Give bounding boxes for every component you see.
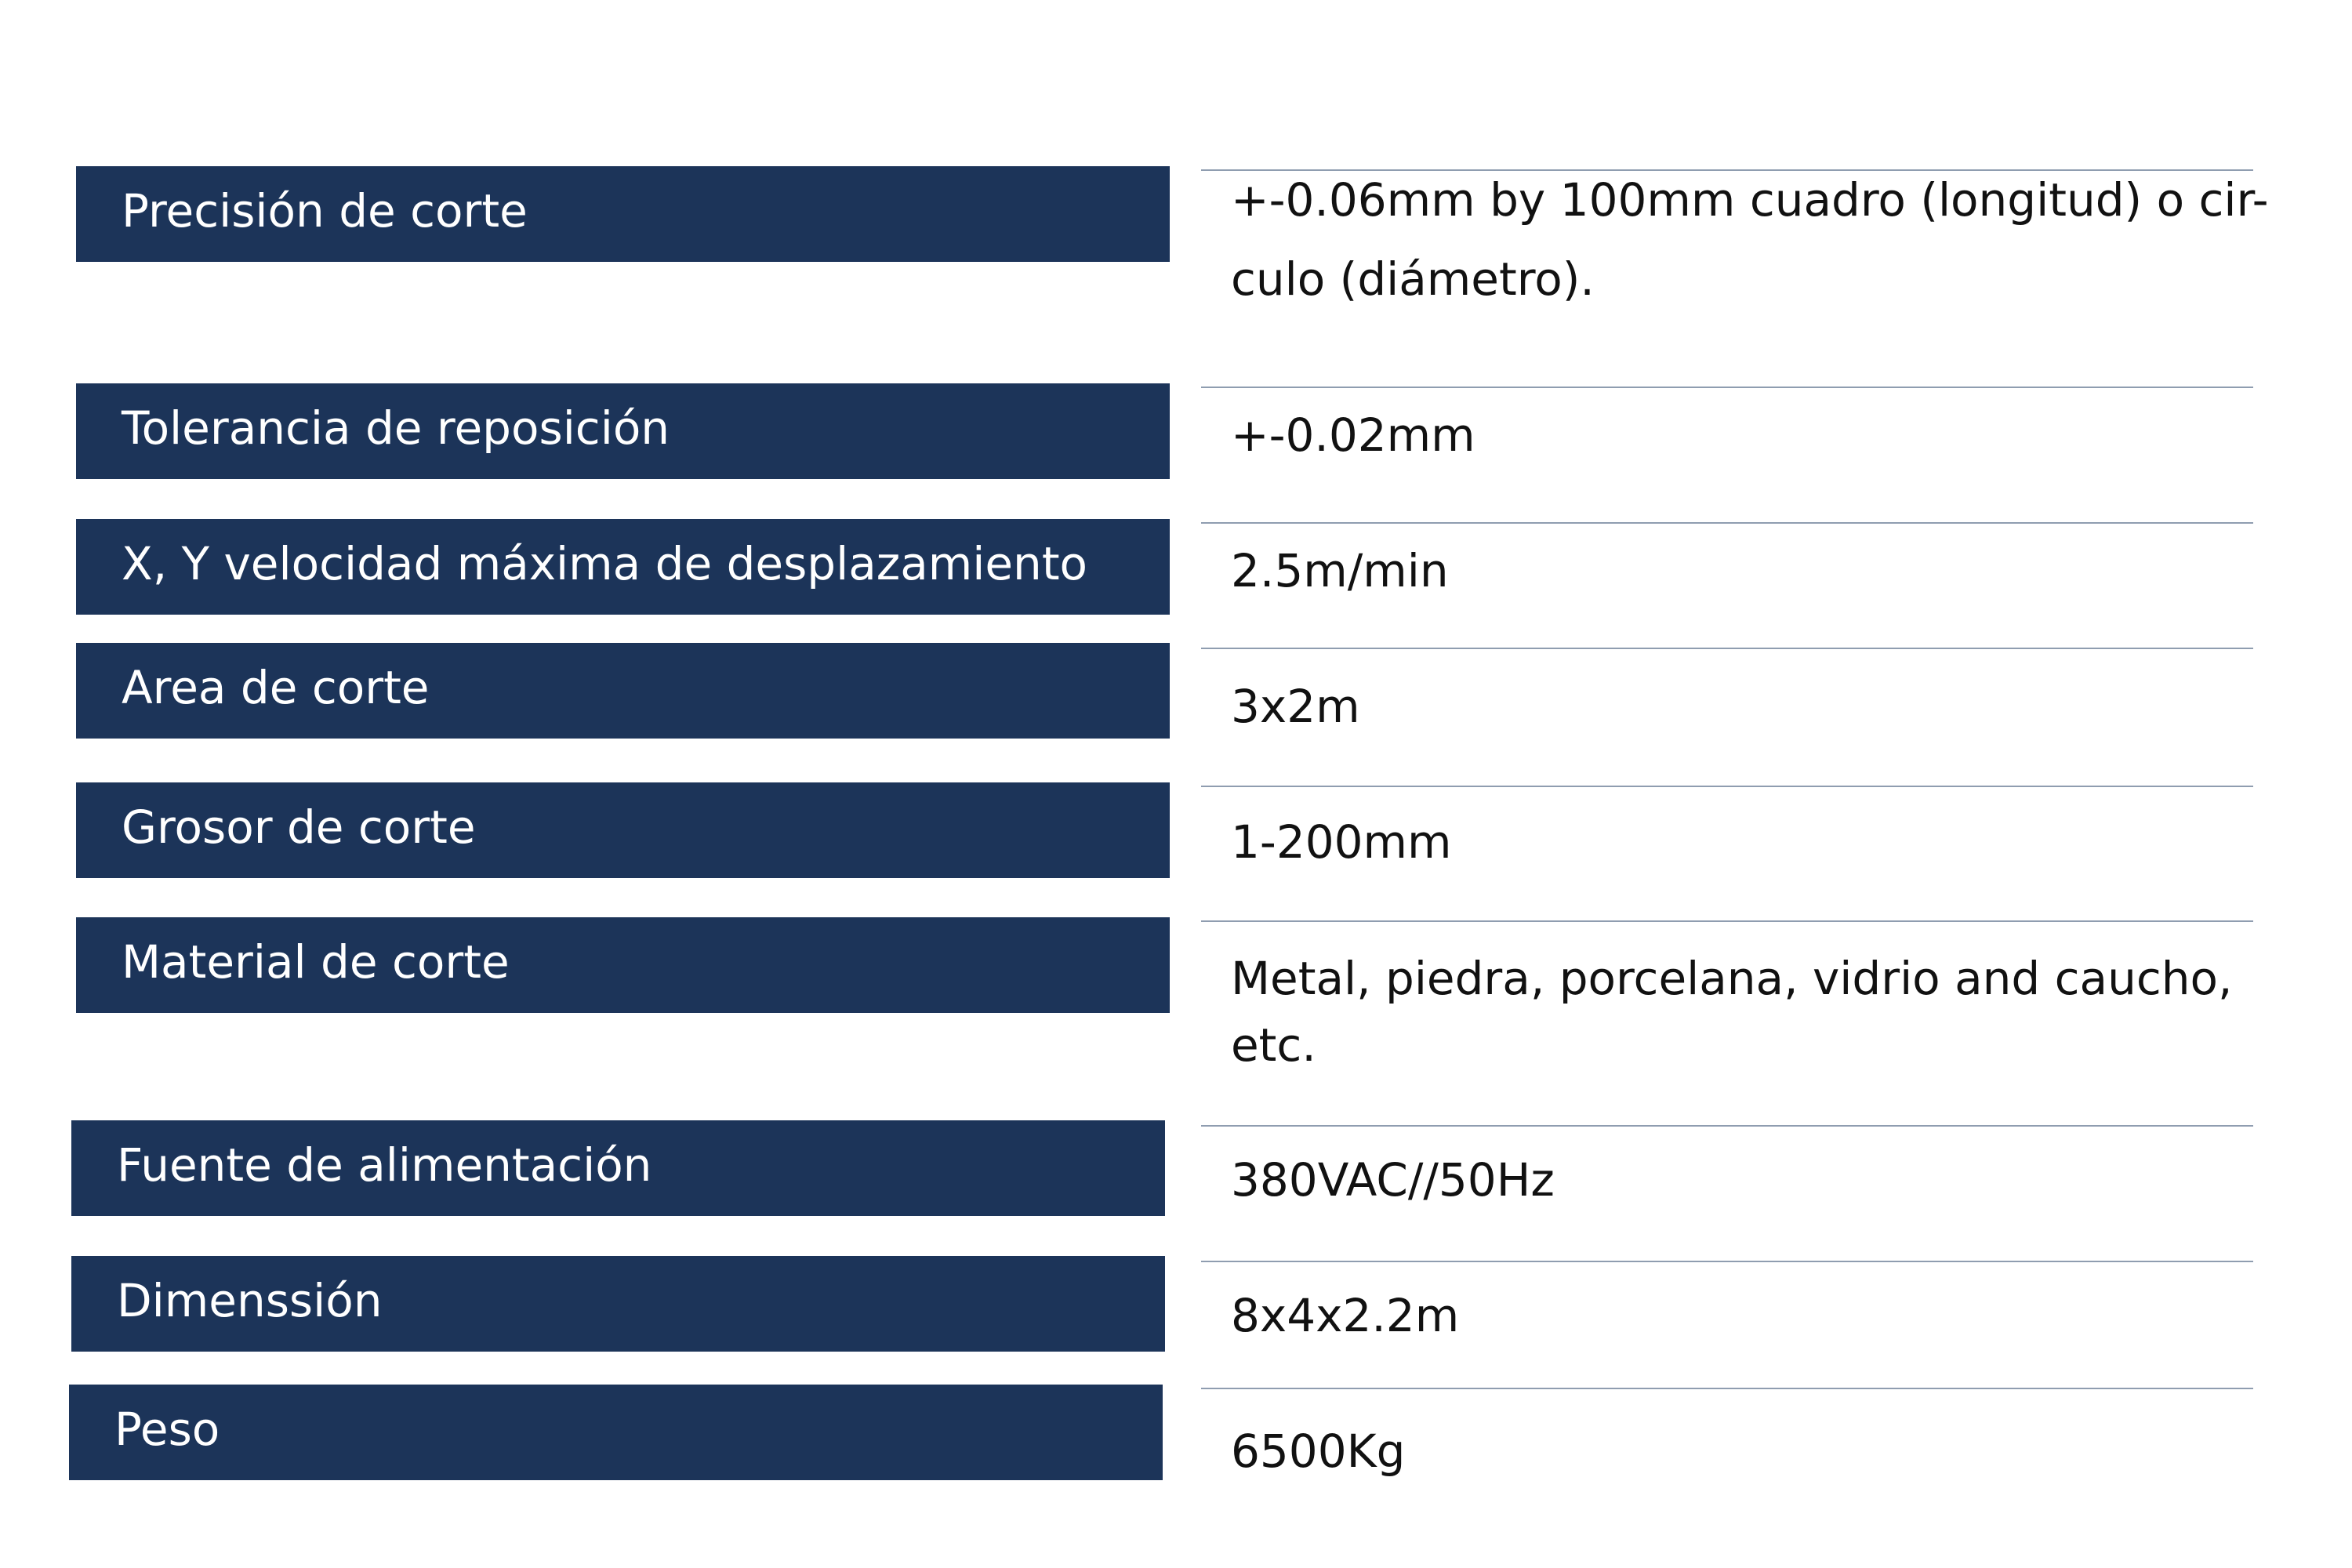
spec-value: 3x2m [1231, 680, 1360, 733]
spec-value: etc. [1231, 1018, 1316, 1072]
spec-label: X, Y velocidad máxima de desplazamiento [76, 519, 1170, 615]
spec-value: 1-200mm [1231, 815, 1452, 869]
spec-value: 380VAC//50Hz [1231, 1153, 1555, 1207]
spec-value: 8x4x2.2m [1231, 1289, 1460, 1342]
spec-value: culo (diámetro). [1231, 252, 1595, 306]
spec-value: 6500Kg [1231, 1425, 1406, 1478]
spec-label: Material de corte [76, 917, 1170, 1013]
row-divider [1201, 920, 2253, 922]
spec-value: Metal, piedra, porcelana, vidrio and cau… [1231, 952, 2233, 1005]
row-divider [1201, 1261, 2253, 1262]
spec-label: Precisión de corte [76, 166, 1170, 262]
spec-label: Grosor de corte [76, 782, 1170, 878]
spec-value: 2.5m/min [1231, 544, 1449, 597]
row-divider [1201, 387, 2253, 388]
spec-value: +-0.02mm [1231, 408, 1475, 462]
spec-label: Area de corte [76, 643, 1170, 739]
row-divider [1201, 786, 2253, 787]
row-divider [1201, 522, 2253, 524]
row-divider [1201, 1388, 2253, 1389]
spec-value: +-0.06mm by 100mm cuadro (longitud) o ci… [1231, 173, 2269, 227]
spec-label: Fuente de alimentación [71, 1120, 1165, 1216]
row-divider [1201, 169, 2253, 171]
spec-label: Peso [69, 1385, 1163, 1480]
row-divider [1201, 1125, 2253, 1127]
spec-label: Tolerancia de reposición [76, 383, 1170, 479]
row-divider [1201, 648, 2253, 649]
spec-label: Dimenssión [71, 1256, 1165, 1352]
